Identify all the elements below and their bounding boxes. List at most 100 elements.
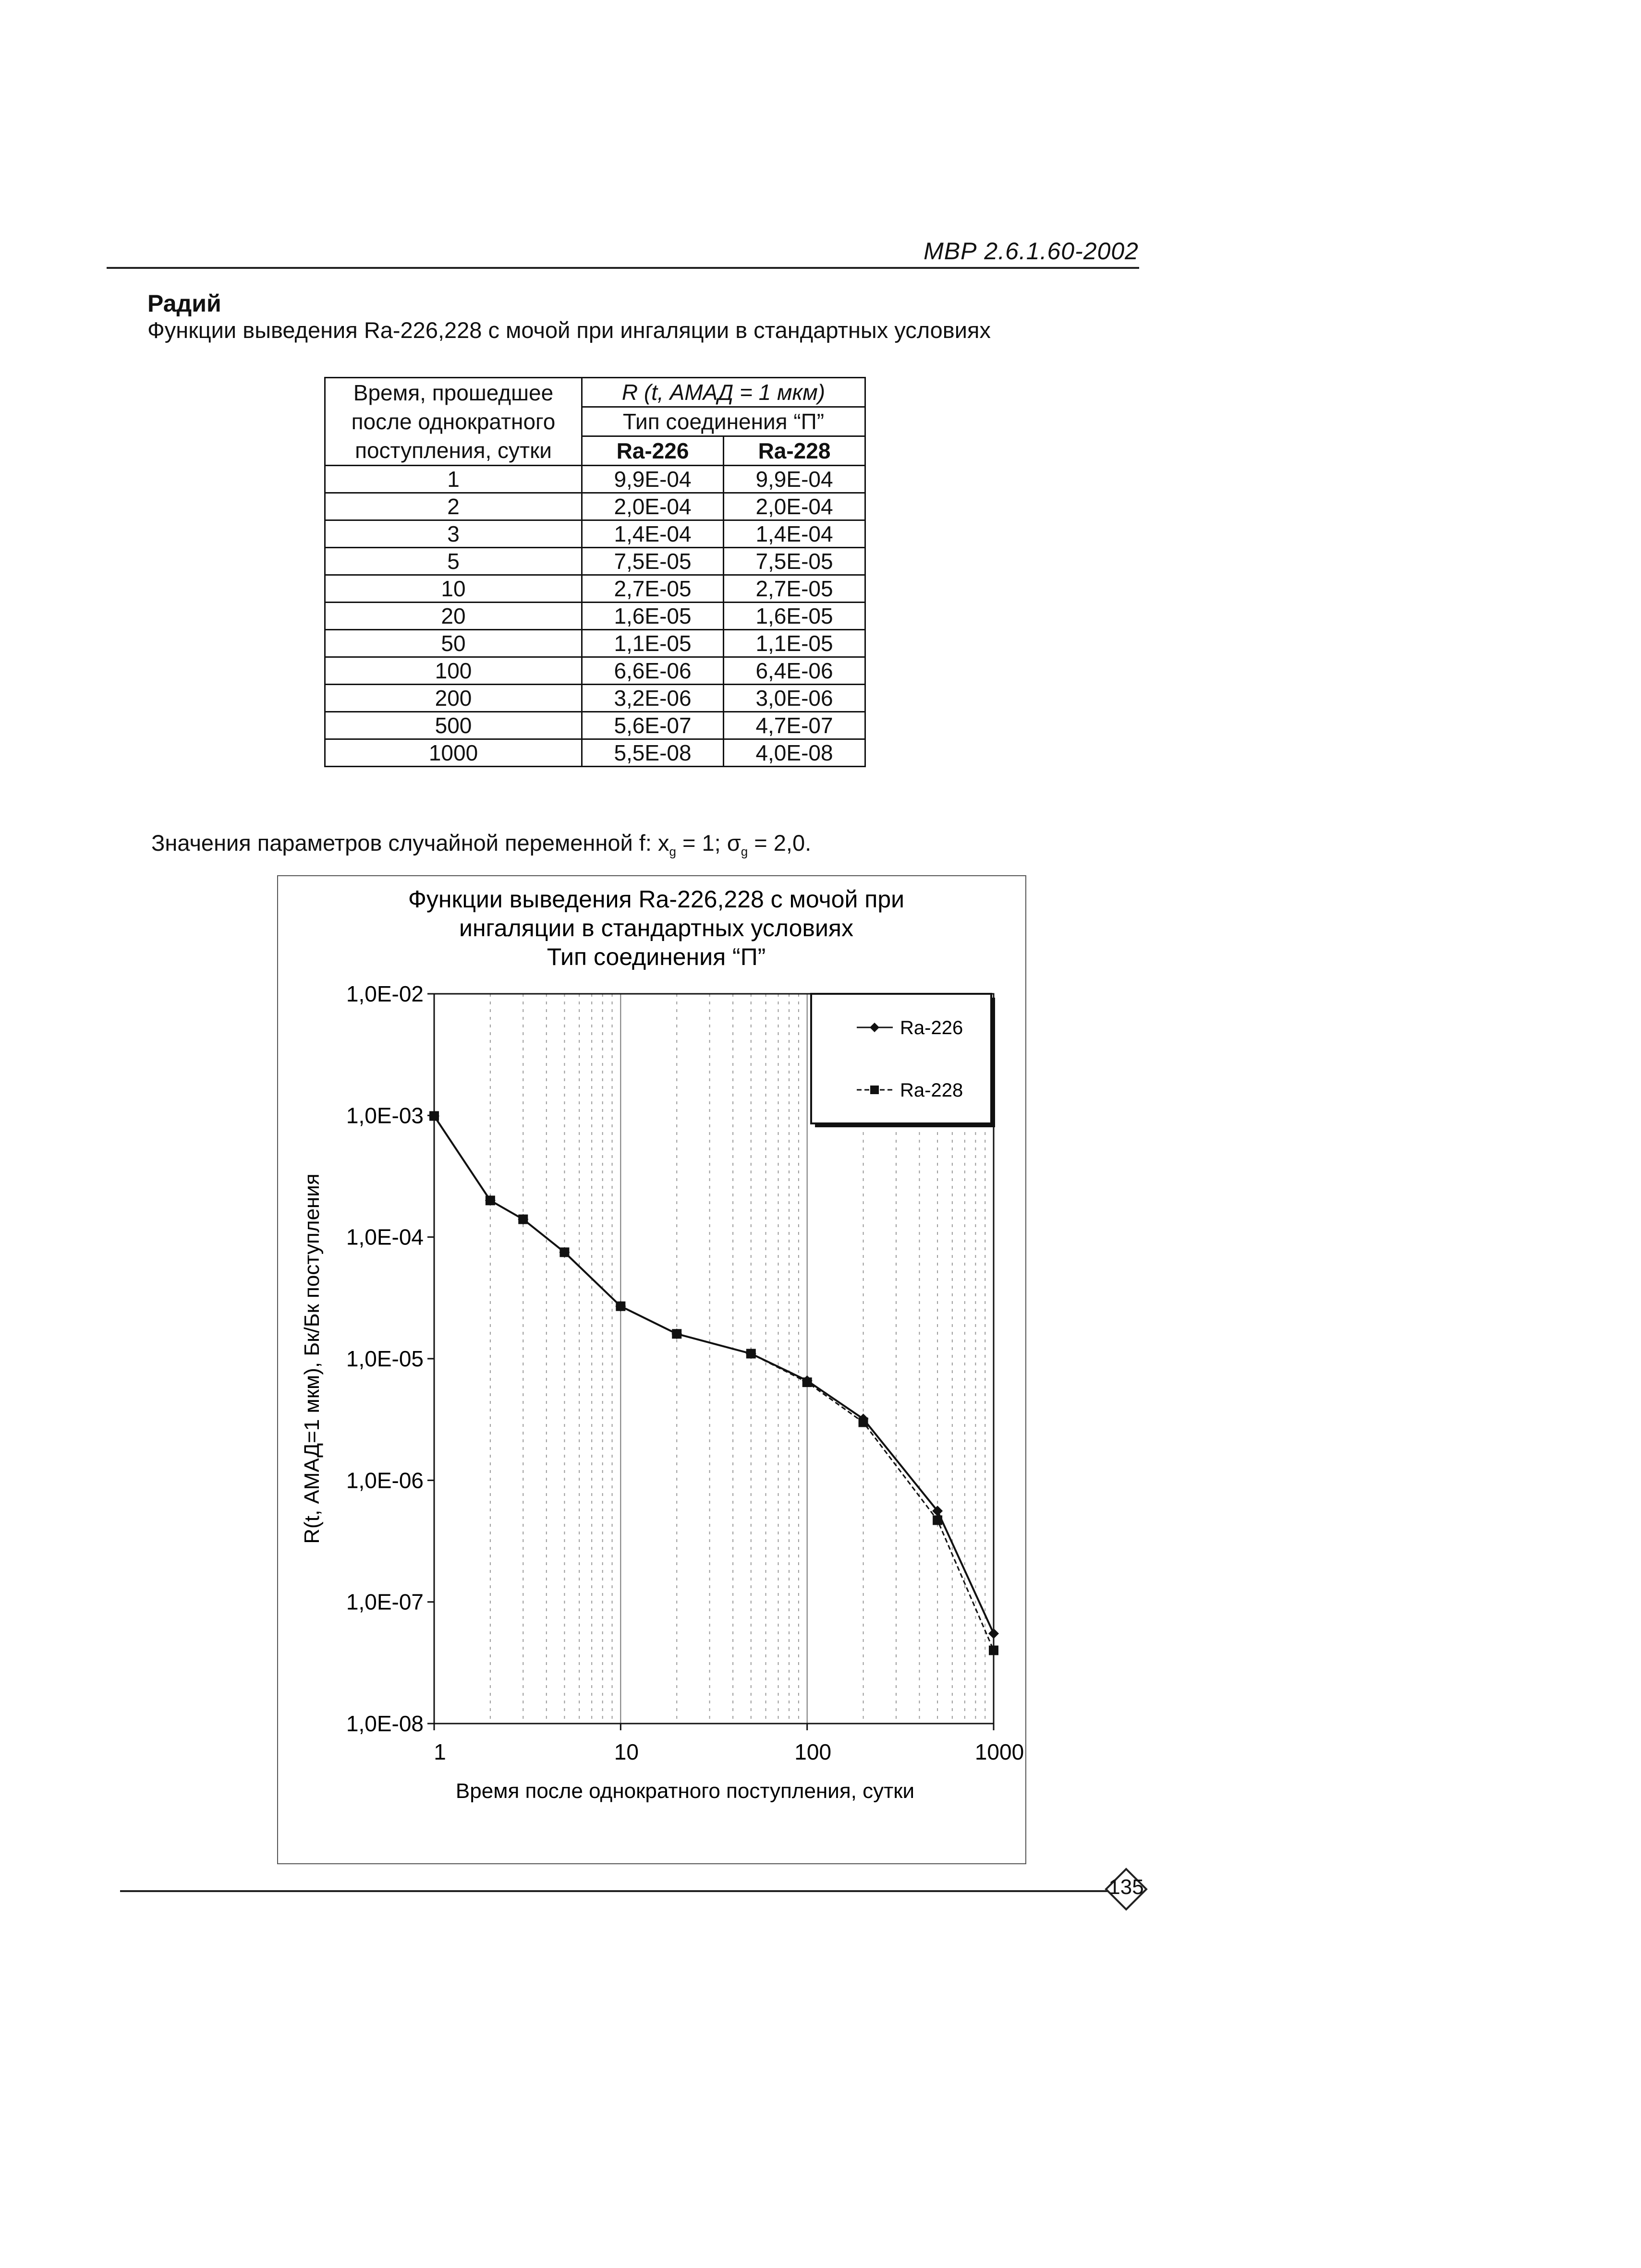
y-tick-label: 1,0E-03 [346, 1103, 424, 1128]
table-row: 200 3,2E-06 3,0E-06 [324, 684, 866, 712]
time-cell: 1 [324, 465, 583, 494]
ra228-cell: 7,5E-05 [723, 547, 866, 576]
table-row: 50 1,1E-05 1,1E-05 [324, 629, 866, 658]
ra226-cell: 2,0E-04 [581, 492, 724, 521]
release-function-table: Время, прошедшее после однократного пост… [324, 377, 866, 767]
page-number: 135 [1108, 1875, 1144, 1899]
time-cell: 5 [324, 547, 583, 576]
y-tick-label: 1,0E-07 [346, 1590, 424, 1615]
time-header-line-3: поступления, сутки [355, 438, 552, 463]
section-title: Радий [147, 290, 221, 317]
table-row: 1 9,9E-04 9,9E-04 [324, 465, 866, 494]
ra228-cell: 2,0E-04 [723, 492, 866, 521]
ra226-cell: 9,9E-04 [581, 465, 724, 494]
series-point-ra-226 [988, 1628, 999, 1639]
series-point-ra-228 [616, 1301, 626, 1311]
ra226-cell: 6,6E-06 [581, 656, 724, 685]
time-cell: 2 [324, 492, 583, 521]
y-axis-label: R(t, АМАД=1 мкм), Бк/Бк поступления [300, 1173, 324, 1544]
params-prefix: Значения параметров случайной переменной… [151, 830, 669, 856]
params-mid: = 1; σ [676, 830, 741, 856]
random-variable-parameters: Значения параметров случайной переменной… [151, 830, 811, 859]
legend-marker-ra-228 [870, 1086, 879, 1094]
ra226-cell: 5,6E-07 [581, 711, 724, 740]
x-tick-label: 1000 [975, 1739, 1024, 1764]
series-line-ra-228 [433, 1115, 995, 1651]
table-row: 100 6,6E-06 6,4E-06 [324, 656, 866, 685]
compound-type-header: Тип соединения “П” [581, 406, 866, 437]
table-row: 500 5,6E-07 4,7E-07 [324, 711, 866, 740]
table-row: 20 1,6E-05 1,6E-05 [324, 602, 866, 630]
params-sub-1: g [669, 844, 676, 859]
y-tick-label: 1,0E-04 [346, 1225, 424, 1250]
table-row: 5 7,5E-05 7,5E-05 [324, 547, 866, 576]
series-point-ra-226 [932, 1506, 943, 1517]
time-cell: 1000 [324, 738, 583, 767]
ra226-column-header: Ra-226 [581, 435, 724, 466]
ra228-cell: 9,9E-04 [723, 465, 866, 494]
r-header: R (t, АМАД = 1 мкм) [581, 377, 866, 408]
time-cell: 3 [324, 519, 583, 548]
x-tick-label: 100 [794, 1739, 831, 1764]
series-point-ra-228 [559, 1247, 570, 1257]
time-column-header: Время, прошедшее после однократного пост… [324, 377, 583, 466]
time-cell: 100 [324, 656, 583, 685]
time-header-line-1: Время, прошедшее [353, 380, 554, 405]
series-point-ra-228 [933, 1515, 943, 1525]
params-sub-2: g [741, 844, 748, 859]
legend-label-ra-228: Ra-228 [900, 1080, 963, 1101]
table-body: 1 9,9E-04 9,9E-04 2 2,0E-04 2,0E-04 3 1,4E-04 1,… [324, 465, 866, 767]
time-cell: 50 [324, 629, 583, 658]
chart-title-line: Функции выведения Ra-226,228 с мочой при [408, 886, 904, 913]
time-cell: 500 [324, 711, 583, 740]
ra228-cell: 6,4E-06 [723, 656, 866, 685]
ra228-cell: 1,1E-05 [723, 629, 866, 658]
legend-label-ra-226: Ra-226 [900, 1017, 963, 1038]
chart-title-line: Тип соединения “П” [547, 943, 766, 970]
ra228-column-header: Ra-228 [723, 435, 866, 466]
footer-rule [120, 1890, 1114, 1892]
header-rule [107, 267, 1139, 269]
ra226-cell: 7,5E-05 [581, 547, 724, 576]
legend-marker-ra-226 [870, 1023, 879, 1032]
chart-frame: Функции выведения Ra-226,228 с мочой при… [277, 875, 1026, 1864]
series-point-ra-228 [989, 1645, 998, 1655]
y-tick-label: 1,0E-02 [346, 981, 424, 1006]
ra228-cell: 3,0E-06 [723, 684, 866, 712]
ra226-cell: 2,7E-05 [581, 574, 724, 603]
y-tick-label: 1,0E-08 [346, 1711, 424, 1736]
ra228-cell: 4,7E-07 [723, 711, 866, 740]
time-header-line-2: после однократного [351, 409, 556, 434]
series-point-ra-228 [518, 1214, 528, 1224]
ra228-cell: 1,6E-05 [723, 602, 866, 630]
y-tick-label: 1,0E-05 [346, 1346, 424, 1371]
document-code: МВР 2.6.1.60-2002 [924, 238, 1139, 265]
table-row: 3 1,4E-04 1,4E-04 [324, 519, 866, 548]
y-tick-label: 1,0E-06 [346, 1468, 424, 1493]
ra226-cell: 1,4E-04 [581, 519, 724, 548]
x-axis-label: Время после однократного поступления, су… [456, 1779, 914, 1803]
time-cell: 20 [324, 602, 583, 630]
table-row: 2 2,0E-04 2,0E-04 [324, 492, 866, 521]
legend-box [810, 993, 992, 1124]
ra226-cell: 1,1E-05 [581, 629, 724, 658]
series-point-ra-228 [746, 1349, 756, 1359]
ra228-cell: 2,7E-05 [723, 574, 866, 603]
series-point-ra-228 [672, 1329, 682, 1339]
release-function-chart: Функции выведения Ra-226,228 с мочой при… [300, 886, 1024, 1803]
ra228-cell: 4,0E-08 [723, 738, 866, 767]
x-tick-label: 1 [434, 1739, 446, 1764]
page-number-badge-icon [1105, 1868, 1148, 1911]
series-point-ra-228 [485, 1195, 495, 1206]
x-tick-label: 10 [614, 1739, 639, 1764]
series-point-ra-228 [429, 1111, 439, 1121]
ra228-cell: 1,4E-04 [723, 519, 866, 548]
table-row: 1000 5,5E-08 4,0E-08 [324, 738, 866, 767]
ra226-cell: 1,6E-05 [581, 602, 724, 630]
ra226-cell: 5,5E-08 [581, 738, 724, 767]
ra226-cell: 3,2E-06 [581, 684, 724, 712]
table-row: 10 2,7E-05 2,7E-05 [324, 574, 866, 603]
chart-title-line: ингаляции в стандартных условиях [459, 915, 853, 941]
series-point-ra-228 [802, 1377, 812, 1387]
params-suffix: = 2,0. [748, 830, 812, 856]
